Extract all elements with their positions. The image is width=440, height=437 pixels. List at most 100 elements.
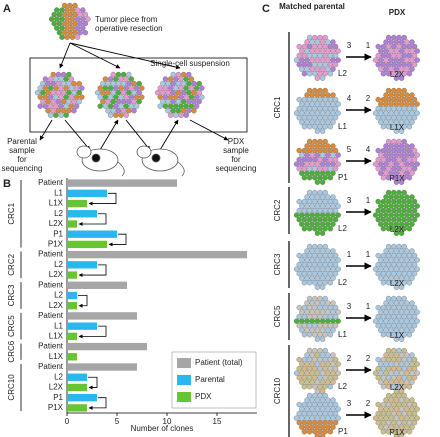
cell — [312, 401, 318, 408]
cell — [391, 166, 397, 172]
cell — [391, 62, 397, 68]
mouse — [76, 145, 185, 177]
cell — [325, 309, 331, 315]
cell — [396, 189, 402, 196]
cell — [391, 313, 397, 320]
cell — [383, 92, 389, 98]
bar — [67, 302, 77, 310]
cell — [322, 115, 328, 121]
cell — [414, 318, 420, 324]
cell — [82, 20, 89, 27]
cell — [406, 410, 413, 417]
cell — [404, 397, 410, 403]
cell — [314, 275, 321, 281]
cell — [378, 309, 384, 315]
cell — [312, 166, 318, 172]
cell — [327, 175, 334, 181]
cell — [396, 323, 402, 329]
cell — [406, 280, 413, 286]
cell — [309, 212, 315, 218]
cell — [404, 212, 410, 218]
cell — [319, 327, 326, 333]
cell — [393, 406, 400, 412]
cell — [167, 85, 174, 91]
cell — [55, 89, 62, 96]
cell — [314, 318, 321, 324]
cell — [58, 112, 64, 118]
cell — [409, 161, 415, 167]
cell — [404, 300, 410, 306]
cell — [404, 119, 410, 125]
cell — [317, 147, 323, 154]
cell — [322, 304, 328, 311]
cell — [299, 327, 305, 333]
y-tick-label: L2 — [54, 260, 63, 269]
cell — [375, 313, 381, 320]
cell — [409, 152, 415, 158]
cell — [131, 89, 137, 96]
bar — [67, 322, 97, 330]
cell — [393, 336, 400, 342]
cell — [401, 156, 407, 163]
cell — [388, 327, 394, 333]
cell — [317, 124, 323, 130]
legend-swatch — [177, 392, 191, 402]
cell — [396, 156, 402, 163]
cell — [385, 52, 392, 59]
cell — [37, 85, 43, 91]
cell — [63, 85, 69, 91]
cell — [319, 143, 326, 149]
cell — [391, 52, 397, 59]
cell — [378, 203, 384, 209]
cell — [314, 379, 321, 385]
cell — [406, 304, 413, 311]
cell — [409, 143, 415, 149]
y-tick-label: L1 — [54, 321, 63, 330]
cell — [388, 101, 394, 107]
cell — [409, 370, 415, 376]
cell — [319, 179, 326, 185]
group-label: CRC1 — [7, 202, 16, 224]
cell — [317, 332, 323, 338]
cell — [319, 370, 326, 376]
cell — [115, 71, 122, 78]
cell — [314, 397, 321, 403]
cell — [388, 309, 394, 315]
cell — [411, 147, 418, 154]
cell — [306, 62, 313, 68]
cell — [173, 112, 179, 118]
cell — [327, 207, 334, 214]
cell — [325, 161, 331, 167]
cell — [110, 80, 116, 87]
cell — [123, 112, 129, 118]
cell — [115, 99, 122, 105]
cell — [319, 161, 326, 167]
cell — [401, 43, 407, 50]
cell — [396, 147, 402, 154]
cell — [304, 66, 310, 72]
cell — [380, 124, 387, 130]
cell — [396, 420, 402, 426]
group-label: CRC5 — [7, 315, 16, 337]
cell — [317, 166, 323, 172]
cell — [304, 415, 310, 421]
cell — [314, 415, 321, 421]
cell — [396, 271, 402, 277]
bar — [67, 383, 87, 392]
cell — [319, 424, 326, 430]
cell — [167, 112, 174, 118]
cell — [398, 336, 405, 342]
parental-label: L2 — [338, 224, 347, 233]
cell — [322, 295, 328, 302]
cell — [301, 105, 308, 112]
cell — [401, 243, 407, 250]
cell — [396, 138, 402, 145]
cell — [388, 212, 394, 218]
cell — [154, 89, 161, 96]
cell — [301, 401, 308, 408]
cell — [385, 115, 392, 121]
cell — [53, 103, 59, 109]
cell — [406, 62, 413, 68]
cell — [296, 156, 302, 163]
cell — [314, 309, 321, 315]
